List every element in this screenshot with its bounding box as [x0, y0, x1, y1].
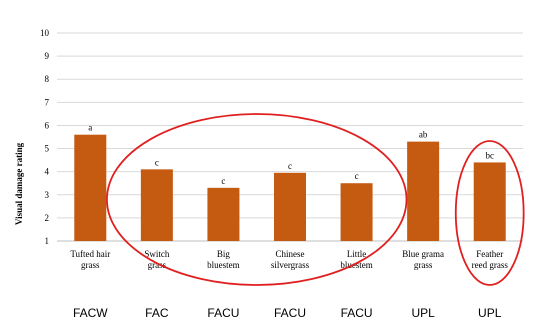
x-tick-label: grass [148, 260, 167, 270]
bar [274, 172, 306, 241]
x-tick-label: silvergrass [271, 260, 310, 270]
x-tick-label: Switch [144, 249, 170, 259]
y-tick-label: 4 [45, 167, 50, 177]
significance-letter: a [88, 123, 92, 133]
significance-letter: c [155, 157, 159, 167]
bar [340, 183, 373, 241]
bar [407, 141, 440, 241]
x-tick-label: grass [81, 260, 100, 270]
indicator-status-label: UPL [478, 306, 502, 320]
bar [140, 169, 173, 241]
y-tick-label: 2 [45, 213, 50, 223]
x-tick-label: Blue grama [402, 249, 444, 259]
highlight-annotations [106, 113, 525, 286]
significance-letter: ab [419, 130, 428, 140]
highlight-ellipse [106, 113, 408, 286]
indicator-status-label: FACU [274, 306, 306, 320]
indicator-status-label: FACU [207, 306, 239, 320]
indicator-status-label: FACW [73, 306, 108, 320]
significance-letter: c [288, 161, 292, 171]
y-tick-label: 7 [45, 97, 50, 107]
indicator-status-label: FACU [341, 306, 373, 320]
bars: a c c c c ab bc [74, 123, 506, 241]
significance-letter: bc [485, 150, 494, 160]
x-tick-label: reed grass [472, 260, 509, 270]
y-tick-label: 8 [45, 74, 50, 84]
significance-letter: c [221, 176, 225, 186]
y-tick-label: 1 [45, 236, 50, 246]
bar [74, 134, 107, 241]
indicator-status-label: UPL [411, 306, 435, 320]
bar [207, 187, 240, 241]
indicator-status-row: FACW FAC FACU FACU FACU UPL UPL [73, 306, 502, 320]
highlight-ellipse [454, 140, 525, 286]
x-tick-label: Little [347, 249, 367, 259]
bar [473, 162, 506, 241]
y-tick-label: 3 [45, 190, 50, 200]
significance-letter: c [355, 171, 359, 181]
y-tick-label: 5 [45, 144, 50, 154]
y-tick-label: 9 [45, 51, 50, 61]
y-tick-label: 6 [45, 120, 50, 130]
x-tick-label: Chinese [276, 249, 305, 259]
category-labels: Tufted hairgrassSwitchgrassBigbluestemCh… [70, 249, 508, 270]
x-tick-label: Feather [476, 249, 503, 259]
x-tick-label: Big [217, 249, 231, 259]
y-axis: 1 2 3 4 5 6 7 8 9 10 [40, 28, 50, 246]
y-tick-label: 10 [40, 28, 50, 38]
indicator-status-label: FAC [145, 306, 169, 320]
x-tick-label: Tufted hair [70, 249, 110, 259]
x-tick-label: bluestem [207, 260, 240, 270]
gridlines [57, 32, 523, 242]
x-tick-label: grass [414, 260, 433, 270]
x-tick-label: bluestem [340, 260, 373, 270]
y-axis-title: Visual damage rating [14, 142, 24, 225]
